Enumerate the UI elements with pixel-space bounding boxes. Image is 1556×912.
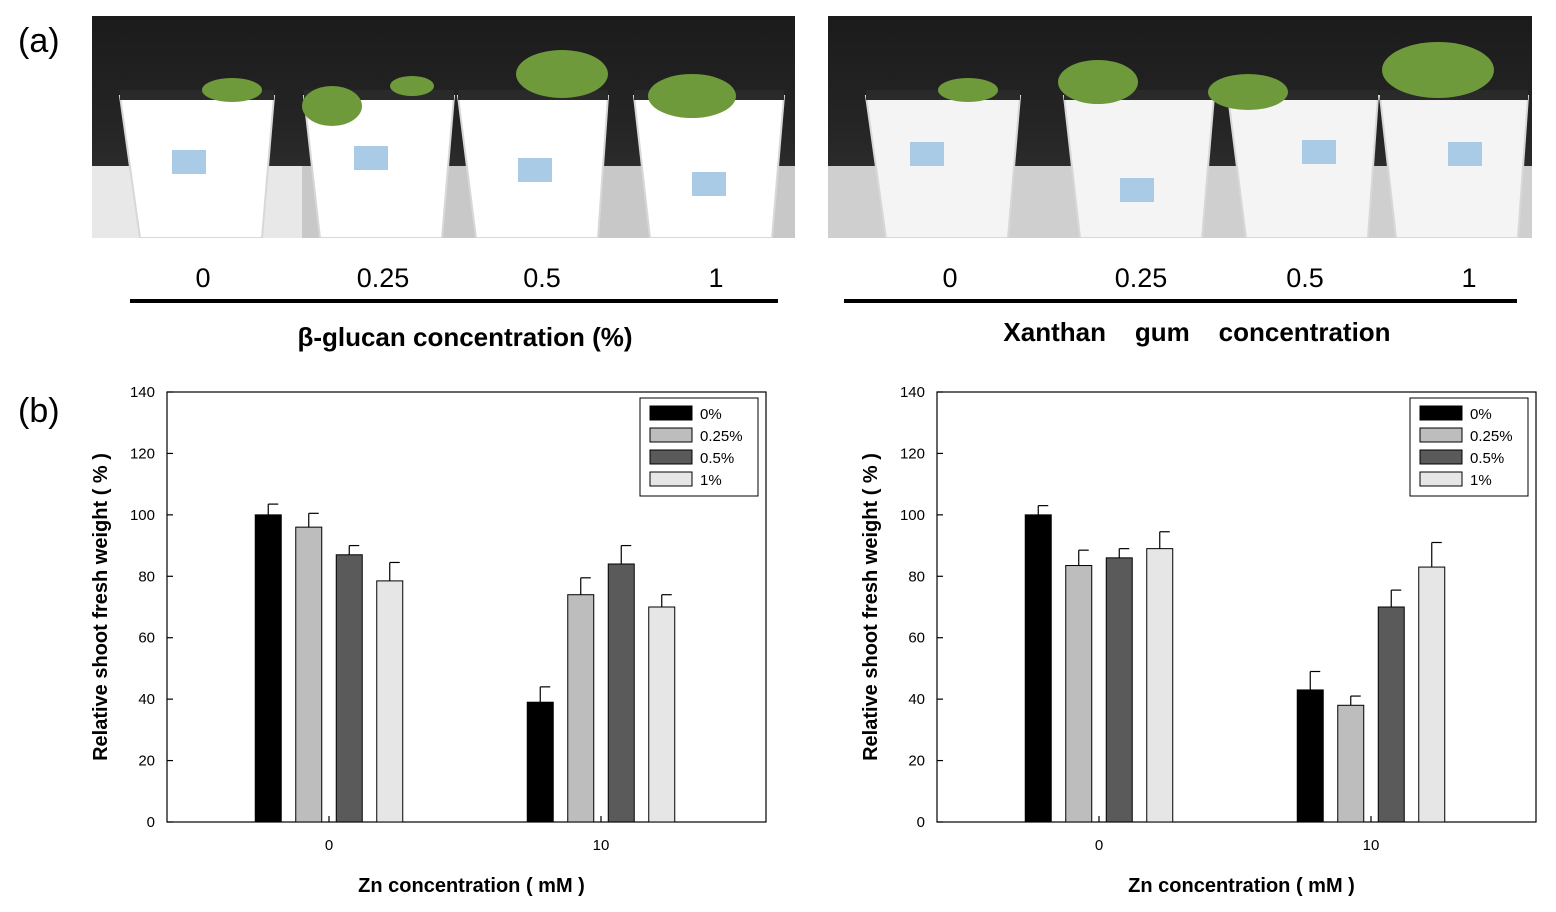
- x-tick-label: 10: [593, 837, 610, 854]
- y-tick-label: 100: [900, 507, 925, 524]
- y-tick-label: 140: [130, 384, 155, 401]
- y-tick-label: 80: [908, 568, 925, 585]
- y-tick-label: 20: [138, 753, 155, 770]
- legend-swatch: [1419, 427, 1463, 443]
- bar: [648, 606, 676, 823]
- legend-swatch: [649, 449, 693, 465]
- legend-swatch: [649, 427, 693, 443]
- legend-swatch: [1419, 471, 1463, 487]
- y-tick-label: 40: [138, 691, 155, 708]
- bar: [376, 580, 404, 823]
- bar: [1377, 606, 1405, 823]
- bar: [1065, 565, 1093, 823]
- concentration-label: 0.5: [1286, 263, 1324, 293]
- y-tick-label: 120: [130, 445, 155, 462]
- legend-swatch: [649, 405, 693, 421]
- bar: [607, 563, 635, 823]
- xanthan-axis-line: [844, 299, 1517, 303]
- xanthan-zn-bar-chart: 0 20 40 60 80 100 120 140 0 10 Zn concentration ( …: [860, 384, 1537, 897]
- bar: [295, 526, 323, 823]
- legend-label: 1%: [700, 472, 722, 489]
- bar: [1337, 704, 1365, 823]
- bar: [567, 594, 595, 823]
- y-axis-label: Relative shoot fresh weight ( % ): [860, 453, 882, 761]
- bar: [335, 554, 363, 823]
- legend-label: 1%: [1470, 472, 1492, 489]
- plot-frame: [936, 391, 1537, 823]
- legend-label: 0.5%: [1470, 450, 1504, 467]
- y-tick-label: 60: [138, 630, 155, 647]
- legend-label: 0.5%: [700, 450, 734, 467]
- legend-swatch: [1419, 405, 1463, 421]
- beta-glucan-concentration-title: β-glucan concentration (%): [297, 322, 633, 352]
- x-tick-label: 0: [325, 837, 333, 854]
- panel-a-label: (a): [18, 22, 60, 60]
- bar: [1418, 566, 1446, 823]
- beta-glucan-axis-line: [130, 299, 778, 303]
- xanthan-concentration-title: Xanthan gum concentration: [1003, 317, 1391, 347]
- legend-label: 0.25%: [1470, 428, 1513, 445]
- bar: [1024, 514, 1052, 823]
- concentration-label: 1: [708, 263, 724, 293]
- concentration-label: 0: [195, 263, 211, 293]
- beta-glucan-concentration-labels: 0 0.25 0.5 1 0 0.25 0.5 1: [0, 263, 1556, 297]
- legend-label: 0%: [1470, 406, 1492, 423]
- x-tick-label: 10: [1363, 837, 1380, 854]
- legend-swatch: [649, 471, 693, 487]
- y-tick-label: 20: [908, 753, 925, 770]
- beta-glucan-plant-photo: [92, 16, 795, 238]
- x-axis-label: Zn concentration ( mM ): [358, 875, 585, 897]
- x-tick-label: 0: [1095, 837, 1103, 854]
- x-axis-label: Zn concentration ( mM ): [1128, 875, 1355, 897]
- legend-label: 0.25%: [700, 428, 743, 445]
- beta-glucan-zn-bar-chart: 0 20 40 60 80 100 120 140 0 10 Zn concentration ( …: [90, 384, 767, 897]
- concentration-label: 0.5: [523, 263, 561, 293]
- concentration-label: 0.25: [1114, 263, 1168, 293]
- legend-label: 0%: [700, 406, 722, 423]
- bar: [1296, 689, 1324, 823]
- y-tick-label: 120: [900, 445, 925, 462]
- plot-frame: [166, 391, 767, 823]
- bar: [1146, 548, 1174, 823]
- y-tick-label: 80: [138, 568, 155, 585]
- y-tick-label: 100: [130, 507, 155, 524]
- concentration-label: 0.25: [356, 263, 410, 293]
- y-tick-label: 0: [917, 814, 925, 831]
- y-axis-label: Relative shoot fresh weight ( % ): [90, 453, 112, 761]
- y-tick-label: 0: [147, 814, 155, 831]
- bar: [526, 701, 554, 823]
- bar: [1105, 557, 1133, 823]
- y-tick-label: 60: [908, 630, 925, 647]
- bar: [254, 514, 282, 823]
- legend-swatch: [1419, 449, 1463, 465]
- xanthan-gum-plant-photo: [828, 16, 1532, 238]
- y-tick-label: 140: [900, 384, 925, 401]
- panel-b-label: (b): [18, 392, 60, 430]
- y-tick-label: 40: [908, 691, 925, 708]
- concentration-label: 0: [942, 263, 958, 293]
- concentration-label: 1: [1461, 263, 1477, 293]
